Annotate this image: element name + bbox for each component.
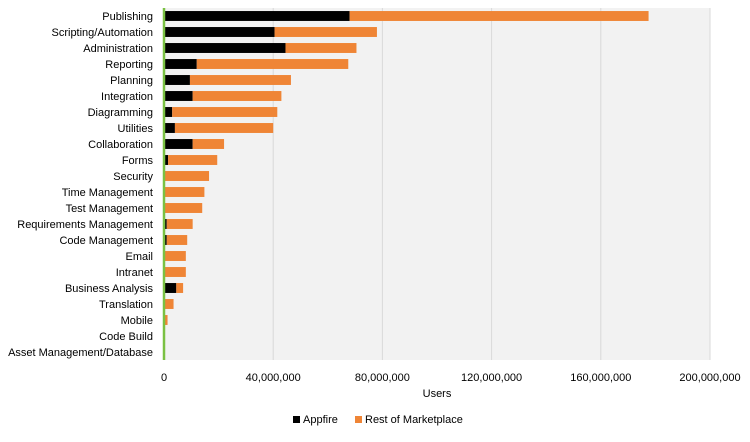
bar-appfire [164,139,193,149]
category-label: Translation [99,299,153,311]
bar-rest-of-marketplace [164,299,174,309]
x-tick-label: 160,000,000 [570,372,631,384]
category-label: Email [125,251,153,263]
bar-appfire [164,123,175,133]
bar-appfire [164,59,197,69]
bar-rest-of-marketplace [164,315,168,325]
category-label: Planning [110,75,153,87]
bar-appfire [164,27,275,37]
x-tick-label: 200,000,000 [679,372,740,384]
legend-swatch [293,416,300,423]
category-label: Mobile [121,315,153,327]
x-tick-labels: 0 40,000,000 80,000,000 120,000,000 160,000,… [161,372,741,384]
bar-appfire [164,91,193,101]
bar-rest-of-marketplace [174,123,274,133]
category-label: Intranet [116,267,153,279]
bar-rest-of-marketplace [168,155,218,165]
bar-rest-of-marketplace [196,59,349,69]
category-label: Security [113,171,153,183]
x-tick-label: 40,000,000 [246,372,301,384]
bar-rest-of-marketplace [164,171,210,181]
category-label: Asset Management/Database [8,347,153,359]
bar-rest-of-marketplace [164,203,203,213]
x-axis-title: Users [423,388,452,400]
category-label: Administration [83,43,153,55]
category-label: Code Build [99,331,153,343]
legend-label: Rest of Marketplace [365,414,463,426]
category-label: Code Management [59,235,153,247]
category-labels: Publishing Scripting/Automation Administra… [8,11,153,359]
bar-rest-of-marketplace [176,283,184,293]
bar-rest-of-marketplace [274,27,377,37]
category-label: Scripting/Automation [52,27,154,39]
category-label: Forms [122,155,154,167]
bar-rest-of-marketplace [164,251,186,261]
legend-swatch [355,416,362,423]
bar-appfire [164,155,169,165]
category-label: Requirements Management [17,219,153,231]
legend-label: Appfire [303,414,338,426]
category-label: Utilities [118,123,154,135]
bar-rest-of-marketplace [172,107,278,117]
bar-appfire [164,235,167,245]
category-label: Test Management [66,203,153,215]
bar-appfire [164,219,167,229]
x-tick-label: 80,000,000 [355,372,410,384]
category-label: Reporting [105,59,153,71]
bar-rest-of-marketplace [192,91,282,101]
bar-appfire [164,11,350,21]
x-tick-label: 0 [161,372,167,384]
bar-rest-of-marketplace [349,11,649,21]
legend: Appfire Rest of Marketplace [293,414,463,426]
bar-appfire [164,283,177,293]
bar-rest-of-marketplace [164,267,186,277]
bar-rest-of-marketplace [166,219,193,229]
category-label: Business Analysis [65,283,154,295]
category-label: Diagramming [88,107,153,119]
bar-appfire [164,43,286,53]
category-label: Integration [101,91,153,103]
category-label: Time Management [62,187,153,199]
category-label: Collaboration [88,139,153,151]
category-label: Publishing [102,11,153,23]
bar-appfire [164,107,173,117]
bar-rest-of-marketplace [164,187,205,197]
bar-rest-of-marketplace [189,75,291,85]
bar-rest-of-marketplace [192,139,225,149]
bars [164,11,649,325]
bar-appfire [164,75,190,85]
bar-rest-of-marketplace [166,235,188,245]
bar-rest-of-marketplace [285,43,357,53]
x-tick-label: 120,000,000 [461,372,522,384]
